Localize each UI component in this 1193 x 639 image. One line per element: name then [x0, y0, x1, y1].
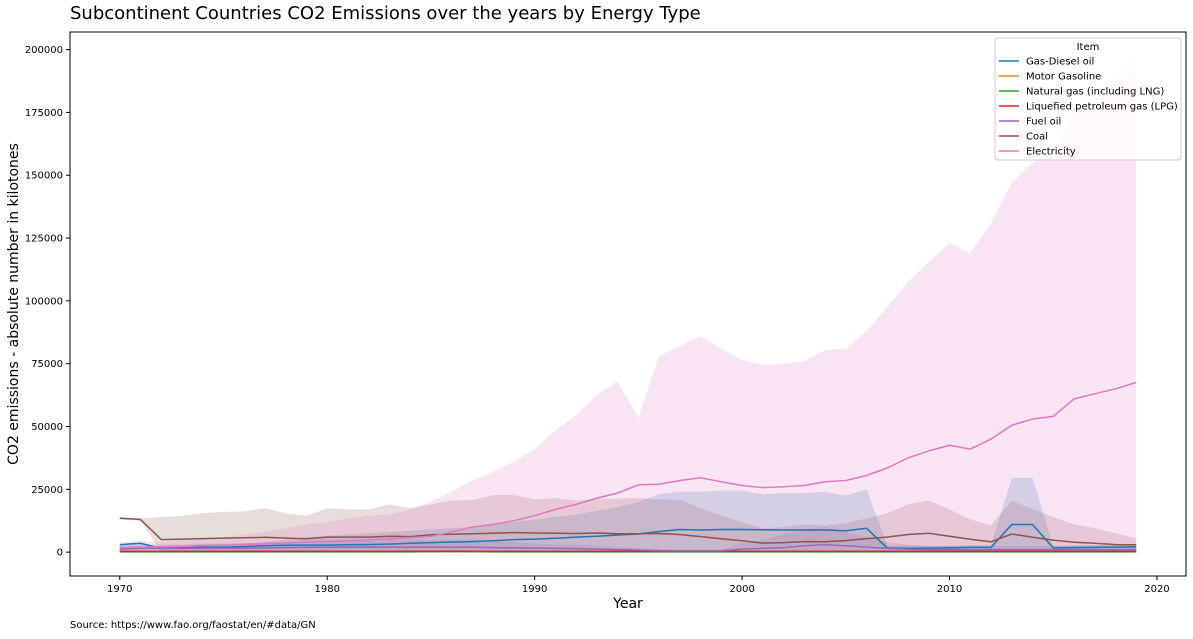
y-tick-label: 75000	[31, 359, 63, 370]
band-gas-diesel-oil	[119, 478, 1137, 553]
source-note: Source: https://www.fao.org/faostat/en/#…	[70, 620, 316, 631]
y-tick-label: 100000	[25, 296, 63, 307]
x-tick-label: 2020	[1144, 584, 1169, 595]
x-axis-label: Year	[612, 596, 643, 612]
line-coal	[119, 517, 1137, 546]
series-lines	[119, 381, 1137, 553]
x-tick-label: 1970	[107, 584, 132, 595]
y-axis-label: CO2 emissions - absolute number in kilot…	[6, 143, 22, 465]
line-electricity	[119, 381, 1137, 549]
x-tick-label: 2010	[937, 584, 962, 595]
legend-box	[994, 37, 1182, 161]
legend-items: Gas-Diesel oil Motor Gasoline Natural gas …	[999, 57, 1178, 158]
x-axis-ticks: 1970 1980 1990 2000 2010 2020	[107, 576, 1170, 595]
legend-label: Coal	[1026, 132, 1048, 143]
y-tick-label: 150000	[25, 171, 63, 182]
legend-label: Electricity	[1026, 147, 1076, 158]
plot-frame	[69, 31, 1187, 577]
band-electricity	[119, 57, 1137, 553]
y-tick-label: 125000	[25, 234, 63, 245]
legend-label: Liquefied petroleum gas (LPG)	[1026, 102, 1178, 113]
x-tick-label: 1980	[314, 584, 339, 595]
y-axis-ticks: 0 25000 50000 75000 100000 125000 150000 175000…	[25, 45, 70, 559]
band-fuel-oil	[119, 527, 1137, 553]
legend-label: Motor Gasoline	[1026, 72, 1101, 83]
y-tick-label: 50000	[31, 422, 63, 433]
y-tick-label: 0	[57, 548, 63, 559]
chart-title: Subcontinent Countries CO2 Emissions ove…	[70, 3, 701, 24]
legend-label: Fuel oil	[1026, 117, 1061, 128]
chart-svg: 1970 1980 1990 2000 2010 2020 0 25000 50000 7500…	[6, 31, 1187, 612]
x-tick-label: 2000	[729, 584, 754, 595]
y-tick-label: 175000	[25, 108, 63, 119]
y-tick-label: 25000	[31, 485, 63, 496]
legend: Item Gas-Diesel oil Motor Gasoline Natural…	[994, 37, 1182, 161]
legend-label: Gas-Diesel oil	[1026, 57, 1094, 68]
legend-label: Natural gas (including LNG)	[1026, 87, 1164, 98]
y-tick-label: 200000	[25, 45, 63, 56]
line-fuel-oil	[119, 543, 1137, 552]
confidence-bands	[119, 57, 1137, 553]
x-tick-label: 1990	[522, 584, 547, 595]
legend-title: Item	[1077, 42, 1100, 53]
